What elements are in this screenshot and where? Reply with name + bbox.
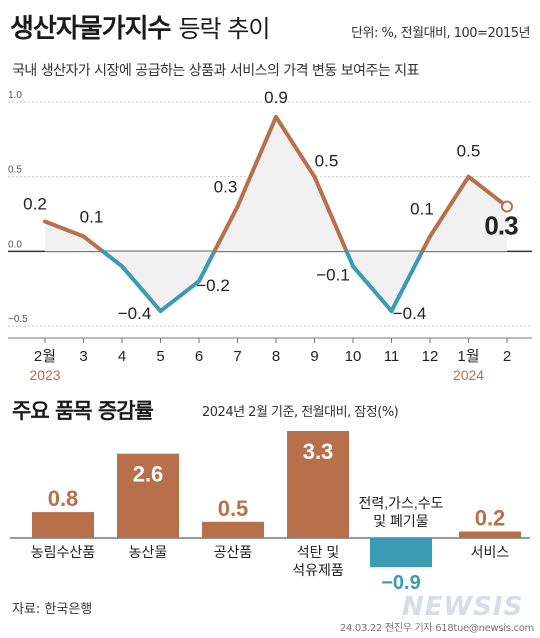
series-segment: [312, 174, 349, 254]
x-tick-label: 1월: [457, 348, 479, 365]
bar-category-label: 전력,가스,수도: [358, 495, 443, 511]
x-tick-label: 8: [272, 348, 280, 365]
series-segment: [351, 264, 394, 314]
series-segment: [43, 219, 86, 239]
page-title: 생산자물가지수: [10, 14, 171, 44]
x-tick-label: 6: [195, 348, 203, 365]
series-segment: [466, 174, 509, 209]
series-segment: [420, 234, 432, 254]
source-note: 자료: 한국은행: [12, 602, 93, 617]
bar: [32, 512, 94, 538]
credit-line: 24.03.22 전진우 기자 618tue@newsis.com: [339, 623, 534, 634]
series-segment: [100, 249, 124, 269]
x-tick-label: 10: [345, 348, 362, 365]
items-chart-note: 2024년 2월 기준, 전월대비, 잠정(%): [202, 405, 399, 420]
series-segment: [428, 174, 471, 239]
data-label: −0.4: [118, 304, 152, 323]
y-tick-label: 1.0: [8, 90, 22, 101]
bar-value-label: −0.9: [381, 572, 420, 594]
description: 국내 생산자가 시장에 공급하는 상품과 서비스의 가격 변동 보여주는 지표: [12, 63, 419, 79]
data-label: 0.1: [80, 207, 104, 226]
bar: [202, 521, 264, 538]
items-chart-title: 주요 품목 증감률: [12, 399, 154, 423]
x-tick-label: 12: [422, 348, 439, 365]
title-row: 생산자물가지수 등락 추이: [10, 8, 270, 48]
y-tick-label: 0.5: [8, 165, 22, 176]
x-tick-label: 5: [156, 348, 164, 365]
data-label: −0.2: [196, 276, 230, 295]
data-label: 0.3: [214, 178, 238, 197]
x-tick-label: 4: [118, 348, 126, 365]
ppi-line-chart: 1.0 0.5 0.0 −0.5 0.2 0.1 −0.4 −0.2 0.3 0.9 0.5 −0.1…: [8, 90, 532, 383]
data-label: 0.3: [484, 211, 518, 241]
series-segment: [158, 279, 201, 314]
y-tick-label: 0.0: [8, 239, 22, 250]
series-segment: [344, 249, 355, 269]
bar: [287, 431, 349, 538]
bar-category-label: 및 폐기물: [373, 513, 429, 529]
series-segment: [389, 249, 425, 314]
last-point-marker: [501, 200, 513, 213]
bar-category-label: 공산품: [214, 544, 253, 560]
data-label: 0.1: [410, 199, 434, 218]
x-tick-label: 2월: [34, 348, 56, 365]
series-segment: [212, 204, 240, 254]
series-segment: [120, 264, 163, 314]
x-tick-label: 7: [233, 348, 241, 365]
series-segment: [274, 114, 317, 179]
data-label: −0.4: [393, 304, 427, 323]
bar-value-label: 0.2: [475, 506, 506, 531]
bar-category-label: 석탄 및: [297, 544, 340, 560]
bar-category-label: 석유제품: [292, 562, 344, 578]
year-label: 2024: [453, 367, 484, 383]
bar: [370, 538, 432, 568]
bar-value-label: 0.8: [48, 486, 79, 511]
series-segment: [235, 114, 278, 209]
bar-value-label: 3.3: [303, 439, 334, 464]
bar-value-label: 2.6: [133, 462, 164, 487]
x-tick-label: 9: [310, 348, 318, 365]
page-subtitle: 등락 추이: [178, 15, 270, 43]
bar-category-label: 서비스: [471, 544, 510, 560]
bar-category-label: 농림수산품: [31, 544, 96, 560]
x-tick-label: 11: [384, 348, 400, 365]
data-label: 0.5: [457, 142, 481, 161]
year-label: 2023: [29, 367, 60, 383]
series-segment: [81, 234, 105, 254]
y-tick-label: −0.5: [8, 314, 28, 325]
bar-category-label: 농산물: [129, 544, 168, 560]
newsis-watermark: NEWSIS: [402, 592, 524, 622]
data-label: 0.2: [23, 194, 47, 213]
x-tick-label: 3: [79, 348, 87, 365]
unit-note: 단위: %, 전월대비, 100=2015년: [351, 26, 530, 41]
bar: [117, 453, 179, 538]
data-label: 0.9: [264, 90, 288, 107]
data-label: −0.1: [316, 265, 350, 284]
area-fill: [45, 116, 507, 312]
bar: [459, 531, 521, 538]
bar-value-label: 0.5: [218, 496, 249, 521]
x-tick-label: 2: [503, 348, 511, 365]
series-segment: [197, 249, 217, 284]
data-label: 0.5: [315, 152, 339, 171]
